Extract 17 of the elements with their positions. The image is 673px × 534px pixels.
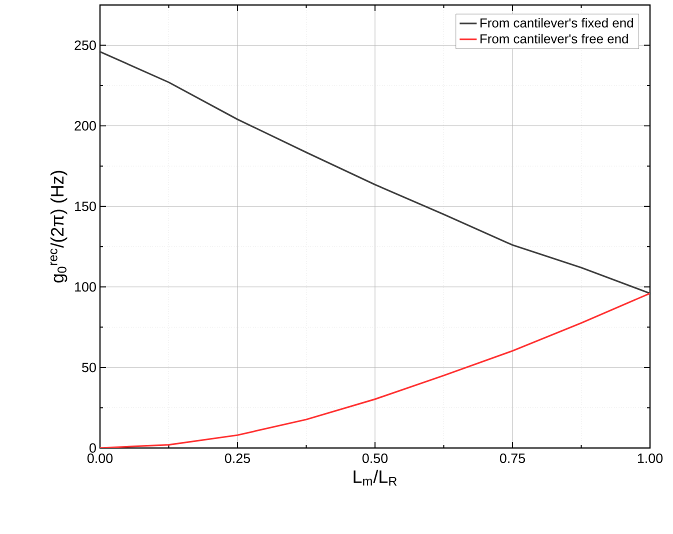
line-series xyxy=(100,292,650,448)
line-series xyxy=(100,50,650,294)
x-tick-label: 0.75 xyxy=(500,454,526,464)
y-tick-label: 250 xyxy=(74,40,96,50)
y-tick-label: 50 xyxy=(82,362,96,372)
x-tick-label: 1.00 xyxy=(638,454,663,464)
y-tick-label: 200 xyxy=(74,121,96,131)
y-tick-label: 100 xyxy=(75,282,96,292)
legend-label: From cantilever's free end xyxy=(480,34,628,44)
x-tick-label: 0.25 xyxy=(224,454,250,464)
y-tick-label: 150 xyxy=(75,202,96,212)
legend-label: From cantilever's fixed end xyxy=(480,18,633,28)
x-tick-label: 0.00 xyxy=(87,454,113,464)
y-axis-title: g$_{0}$$^{rec}$/(2π) (Hz) xyxy=(50,170,68,282)
x-tick-label: 0.50 xyxy=(362,454,388,464)
x-axis-title: L$_{m}$/L$_{R}$ xyxy=(354,470,397,486)
y-tick-label: 0 xyxy=(90,443,96,453)
